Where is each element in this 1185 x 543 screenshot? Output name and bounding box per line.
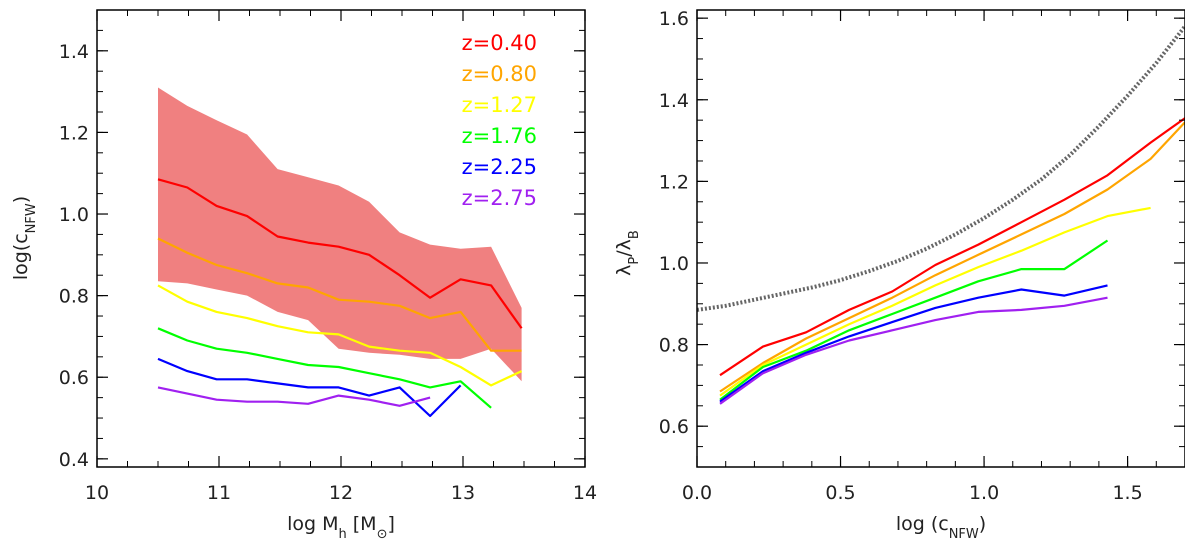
legend-entry-4: z=1.76 <box>462 124 537 148</box>
reference-curve <box>697 25 1185 312</box>
x-tick-label: 0.0 <box>682 482 712 504</box>
y-tick-label: 0.8 <box>59 286 89 308</box>
tick-layer: 10 11 12 13 14 0.4 0.6 0.8 1.0 1.2 1.4 <box>59 9 597 504</box>
y-tick-label: 0.6 <box>659 416 689 438</box>
series-line-3 <box>157 284 523 387</box>
x-tick-label: 1.5 <box>1112 482 1142 504</box>
y-tick-label: 1.4 <box>659 90 689 112</box>
series-layer <box>157 178 523 418</box>
y-tick-label: 1.2 <box>659 171 689 193</box>
series-line-6 <box>719 296 1108 405</box>
y-tick-label: 1.4 <box>59 41 89 63</box>
series-line-5 <box>719 284 1108 403</box>
x-tick-label: 1.0 <box>969 482 999 504</box>
legend-entry-1: z=0.40 <box>462 31 537 55</box>
legend-entry-2: z=0.80 <box>462 62 537 86</box>
reference-curve-layer <box>697 25 1185 312</box>
x-tick-label: 14 <box>573 482 597 504</box>
y-tick-label: 0.8 <box>659 335 689 357</box>
y-tick-label: 0.6 <box>59 367 89 389</box>
right-chart: 0.0 0.5 1.0 1.5 0.6 0.8 1.0 1.2 1.4 1.6 log (cNFW… <box>613 8 1185 542</box>
y-tick-label: 1.2 <box>59 122 89 144</box>
tick-layer: 0.0 0.5 1.0 1.5 0.6 0.8 1.0 1.2 1.4 1.6 <box>659 8 1185 504</box>
series-line-3 <box>719 206 1151 397</box>
left-chart: 10 11 12 13 14 0.4 0.6 0.8 1.0 1.2 1.4 z=0.40 z=0.8… <box>10 9 597 542</box>
y-axis-label: λP/λB <box>613 230 642 276</box>
legend-entry-5: z=2.25 <box>462 155 537 179</box>
scatter-band <box>158 87 522 382</box>
x-axis-label: log Mh [M⊙] <box>287 513 395 542</box>
y-tick-label: 1.6 <box>659 8 689 30</box>
series-line-4 <box>719 239 1109 401</box>
series-line-2 <box>157 237 522 352</box>
series-line-5 <box>157 357 462 418</box>
x-tick-label: 11 <box>207 482 231 504</box>
y-tick-label: 1.0 <box>659 253 689 275</box>
legend-entry-3: z=1.27 <box>462 93 537 117</box>
series-line-6 <box>157 386 431 407</box>
x-tick-label: 0.5 <box>825 482 855 504</box>
x-axis-label: log (cNFW) <box>896 513 986 542</box>
y-tick-label: 0.4 <box>59 449 89 471</box>
x-tick-label: 13 <box>451 482 475 504</box>
series-line-2 <box>719 121 1185 393</box>
y-tick-label: 1.0 <box>59 204 89 226</box>
series-line-1 <box>157 178 523 329</box>
series-line-4 <box>157 327 492 409</box>
plot-frame <box>696 9 1185 468</box>
y-axis-label: log(cNFW) <box>10 196 39 280</box>
x-tick-label: 12 <box>329 482 353 504</box>
legend-entry-6: z=2.75 <box>462 186 537 210</box>
series-layer <box>719 117 1185 405</box>
series-line-1 <box>719 117 1185 377</box>
legend: z=0.40 z=0.80 z=1.27 z=1.76 z=2.25 z=2.75 <box>462 31 537 210</box>
scatter-band-layer <box>158 87 522 382</box>
x-tick-label: 10 <box>85 482 109 504</box>
